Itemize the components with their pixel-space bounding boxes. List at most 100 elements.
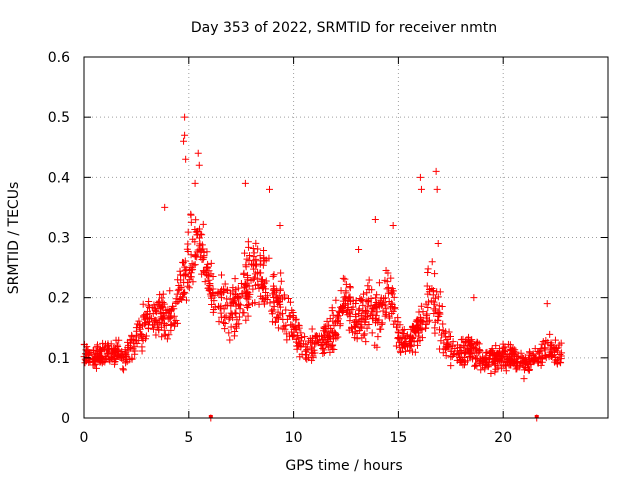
data-point <box>404 343 411 351</box>
data-point <box>417 185 425 193</box>
data-point <box>269 306 277 314</box>
data-point <box>182 155 190 163</box>
data-point <box>382 311 390 319</box>
data-point <box>539 355 547 363</box>
data-point <box>192 228 200 236</box>
data-point <box>553 360 561 368</box>
data-point <box>154 321 162 329</box>
data-point <box>476 346 484 354</box>
data-point <box>391 317 399 325</box>
data-point <box>431 270 439 278</box>
data-point <box>508 350 516 358</box>
data-point <box>401 335 409 343</box>
data-point <box>447 362 455 370</box>
data-point <box>280 322 288 330</box>
x-tick-label: 20 <box>494 430 512 446</box>
data-point <box>400 342 408 350</box>
data-point <box>424 268 432 276</box>
data-point <box>364 282 372 290</box>
data-point <box>457 343 465 351</box>
data-point <box>541 351 549 359</box>
data-point <box>185 276 193 284</box>
data-point <box>445 328 453 336</box>
data-point <box>241 179 249 187</box>
data-point <box>342 289 350 297</box>
data-point <box>378 320 386 328</box>
data-point <box>308 325 316 333</box>
data-point <box>510 358 518 366</box>
data-point <box>236 305 244 313</box>
data-point <box>218 294 226 302</box>
data-point <box>466 341 474 349</box>
data-point <box>280 291 288 299</box>
data-point <box>306 335 314 343</box>
data-point <box>545 353 553 361</box>
data-point <box>434 293 442 301</box>
data-point <box>362 308 370 316</box>
data-point <box>337 303 345 311</box>
data-point <box>105 346 113 354</box>
data-point <box>414 316 422 324</box>
data-point <box>338 302 346 310</box>
data-point <box>242 279 250 287</box>
data-point <box>186 273 194 281</box>
data-point <box>436 345 444 353</box>
data-point <box>191 253 199 261</box>
data-point <box>176 267 184 275</box>
data-point <box>110 355 118 363</box>
data-point <box>201 278 209 286</box>
data-point <box>90 358 98 366</box>
data-point <box>187 211 195 219</box>
data-point <box>85 359 93 367</box>
data-point <box>413 341 421 349</box>
data-point <box>184 247 192 255</box>
data-point <box>352 297 360 305</box>
data-point <box>155 326 163 334</box>
data-point <box>238 290 246 298</box>
data-point <box>156 304 164 312</box>
data-point <box>279 310 287 318</box>
data-point <box>424 298 432 306</box>
data-point <box>126 356 134 364</box>
data-point <box>483 348 491 356</box>
data-point <box>122 351 130 359</box>
data-point <box>120 366 128 374</box>
data-point <box>396 347 404 355</box>
data-point <box>384 284 392 292</box>
data-point <box>407 332 415 340</box>
data-point <box>355 310 363 318</box>
data-point <box>411 348 419 356</box>
data-point <box>317 342 325 350</box>
data-point <box>242 316 250 324</box>
data-point <box>411 324 419 332</box>
data-point <box>264 292 272 300</box>
data-point <box>124 338 132 346</box>
data-point <box>94 341 101 349</box>
data-point <box>358 334 366 342</box>
data-point <box>538 340 546 348</box>
data-point <box>221 325 229 333</box>
data-point <box>355 246 363 254</box>
data-point <box>309 352 317 360</box>
data-point <box>484 362 492 370</box>
data-point <box>265 185 273 193</box>
x-tick-label: 15 <box>389 430 407 446</box>
data-point <box>260 246 268 254</box>
data-point <box>188 260 196 268</box>
data-point <box>377 325 385 333</box>
data-point <box>381 312 389 320</box>
data-point <box>98 359 106 367</box>
data-point <box>362 315 370 323</box>
data-point <box>497 358 505 366</box>
data-point <box>375 302 383 310</box>
data-point <box>177 284 185 292</box>
data-point <box>225 329 233 337</box>
data-point <box>438 303 446 311</box>
data-point <box>206 279 214 287</box>
data-point <box>200 268 208 276</box>
data-point <box>381 276 389 284</box>
data-point <box>490 352 498 360</box>
data-point <box>470 294 478 302</box>
data-point <box>244 303 252 311</box>
data-point <box>499 347 507 355</box>
